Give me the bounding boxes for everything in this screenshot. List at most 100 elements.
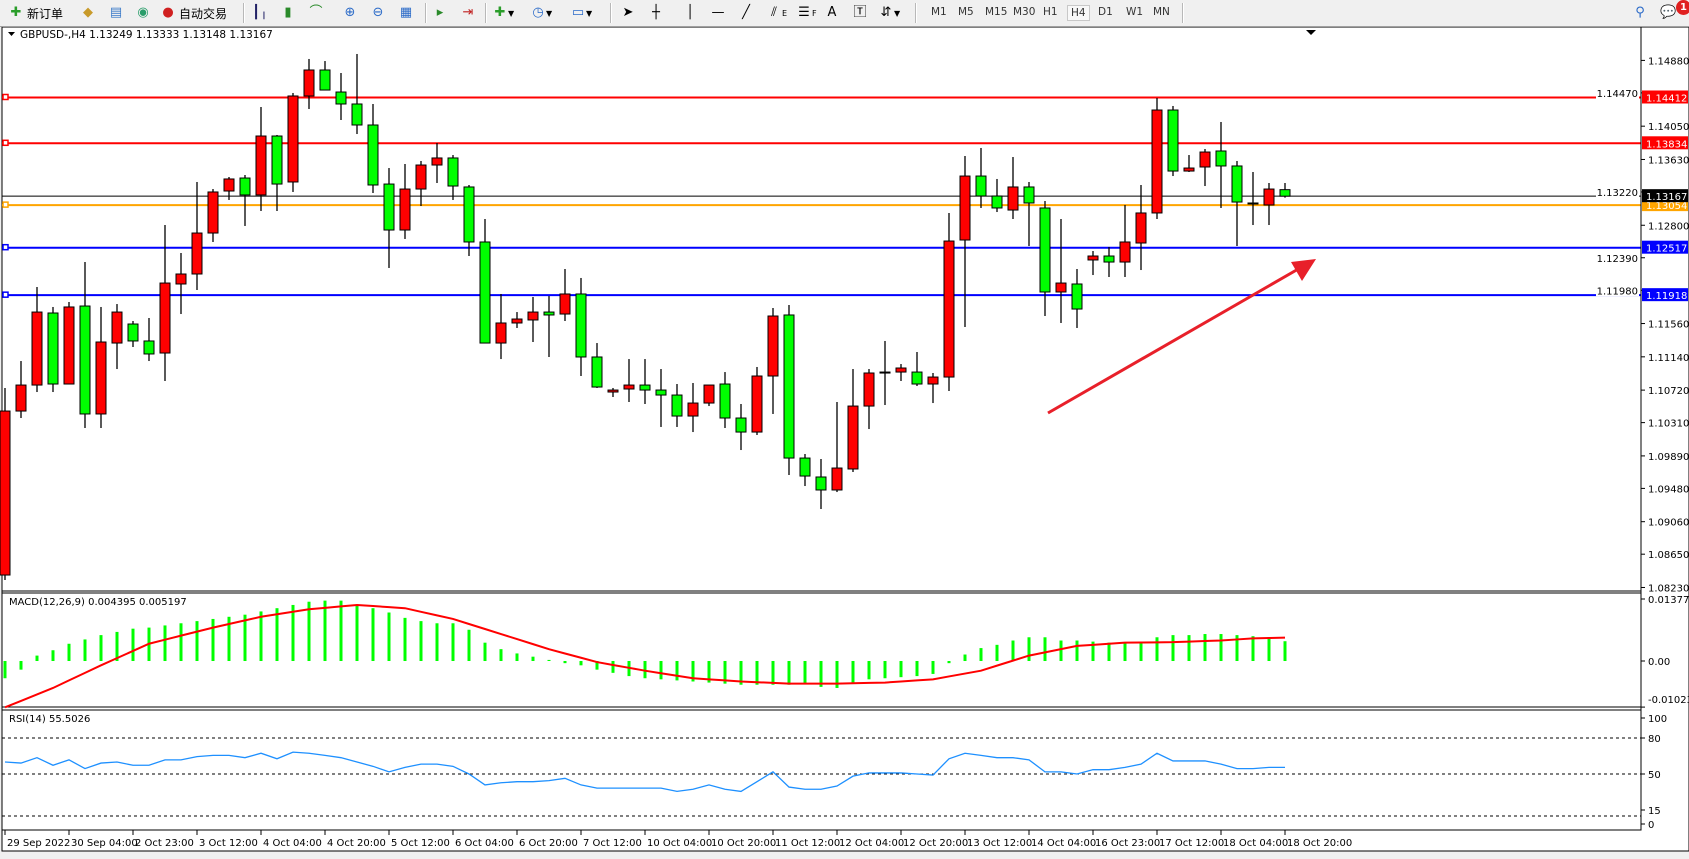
- rsi-pane[interactable]: [1, 709, 1642, 831]
- price-tick-label: 1.10720: [1648, 386, 1689, 397]
- timeframe-m1[interactable]: M1: [931, 6, 947, 18]
- chart-header-dropdown-icon[interactable]: [8, 32, 15, 36]
- macd-histogram-bar: [883, 661, 887, 679]
- candle-body: [1039, 207, 1051, 293]
- candle-body: [1119, 241, 1131, 263]
- candle: [959, 155, 971, 328]
- timeframe-m5[interactable]: M5: [958, 6, 974, 18]
- candle-body: [415, 164, 427, 190]
- level-line-handle[interactable]: [2, 93, 9, 101]
- level-line-handle[interactable]: [2, 291, 9, 298]
- market-watch-button[interactable]: ◆: [80, 3, 96, 23]
- search-button[interactable]: ⚲: [1632, 3, 1648, 23]
- macd-pane[interactable]: [1, 592, 1642, 709]
- macd-histogram-bar: [131, 628, 135, 661]
- trendline-tool[interactable]: ╱: [738, 3, 754, 23]
- periods-button[interactable]: ◷ ▼: [530, 3, 552, 23]
- candle-body: [975, 175, 987, 197]
- time-label: 2 Oct 23:00: [135, 838, 194, 849]
- time-label: 13 Oct 12:00: [967, 838, 1032, 849]
- chart-shift-button[interactable]: ⇥: [460, 3, 476, 23]
- fibonacci-tool[interactable]: ☰ F: [796, 3, 816, 23]
- arrows-tool[interactable]: ⇵ ▼: [878, 3, 901, 23]
- candle-body: [735, 417, 747, 433]
- timeframe-d1[interactable]: D1: [1098, 6, 1113, 18]
- candle: [1199, 149, 1211, 187]
- new-order-label: 新订单: [27, 6, 64, 21]
- macd-histogram-bar: [115, 631, 119, 661]
- text-tool[interactable]: A: [824, 3, 840, 23]
- candle: [351, 53, 363, 135]
- line-chart-button[interactable]: ⌒: [308, 3, 324, 23]
- macd-histogram-bar: [227, 616, 231, 661]
- bar-chart-button[interactable]: ┃╷: [252, 3, 268, 23]
- timeframe-m30[interactable]: M30: [1013, 6, 1036, 18]
- macd-histogram-bar: [947, 661, 951, 664]
- macd-histogram-bar: [995, 644, 999, 661]
- candle-body: [1263, 188, 1275, 206]
- time-label: 12 Oct 20:00: [903, 838, 968, 849]
- arrows-icon: ⇵: [880, 5, 892, 20]
- dropdown-arrow-icon: ▼: [586, 8, 593, 18]
- price-tick-label: 1.09890: [1648, 452, 1689, 463]
- candle: [255, 107, 267, 211]
- candle: [1087, 251, 1099, 276]
- zoom-out-icon: ⊖: [372, 5, 384, 20]
- timeframe-w1[interactable]: W1: [1126, 6, 1144, 18]
- candlestick-chart-button[interactable]: ▮: [280, 3, 296, 23]
- vertical-line-tool[interactable]: │: [682, 3, 698, 23]
- cursor-tool[interactable]: ➤: [620, 3, 636, 23]
- indicators-button[interactable]: ✚ ▼: [492, 3, 515, 23]
- candle-body: [831, 467, 843, 491]
- timeframe-h4[interactable]: H4: [1067, 5, 1090, 21]
- macd-label: MACD(12,26,9) 0.004395 0.005197: [9, 597, 187, 608]
- macd-histogram-bar: [931, 661, 935, 674]
- candle-body: [1199, 151, 1211, 168]
- tile-windows-icon: ▦: [399, 5, 413, 20]
- macd-histogram-bar: [1059, 640, 1063, 661]
- level-line-handle[interactable]: [2, 201, 9, 208]
- timeframe-m15[interactable]: M15: [985, 6, 1008, 18]
- time-label: 18 Oct 04:00: [1223, 838, 1288, 849]
- chart-autoscroll-button[interactable]: ▸: [432, 3, 448, 23]
- candle: [879, 340, 891, 406]
- timeframe-mn[interactable]: MN: [1153, 6, 1170, 18]
- candle-body: [479, 241, 491, 344]
- macd-histogram-bar: [739, 661, 743, 685]
- tile-windows-button[interactable]: ▦: [398, 3, 414, 23]
- equidistant-channel-tool[interactable]: ⫽ E: [766, 3, 787, 23]
- crosshair-tool[interactable]: ┼: [648, 3, 664, 23]
- main-price-pane[interactable]: [0, 26, 1642, 592]
- new-order-button[interactable]: ✚ 新订单: [8, 3, 63, 23]
- timeframe-h1[interactable]: H1: [1043, 6, 1058, 18]
- time-label: 10 Oct 04:00: [647, 838, 712, 849]
- macd-histogram-bar: [1043, 637, 1047, 661]
- navigator-button[interactable]: ◉: [135, 3, 151, 23]
- data-window-button[interactable]: ▤: [108, 3, 124, 23]
- messages-button[interactable]: 💬: [1660, 3, 1676, 23]
- candle: [47, 306, 59, 393]
- text-label-tool[interactable]: 🅃: [852, 3, 868, 23]
- candle: [1039, 201, 1051, 317]
- chart-shift-marker[interactable]: [1306, 30, 1316, 35]
- candle-body: [31, 311, 43, 386]
- zoom-in-button[interactable]: ⊕: [342, 3, 358, 23]
- zoom-out-button[interactable]: ⊖: [370, 3, 386, 23]
- level-line-handle[interactable]: [2, 139, 9, 147]
- candle: [111, 304, 123, 370]
- candle-body: [687, 402, 699, 417]
- horizontal-line-tool[interactable]: —: [710, 3, 726, 23]
- level-line-handle[interactable]: [2, 243, 9, 251]
- templates-button[interactable]: ▭ ▼: [570, 3, 592, 23]
- trend-arrow-line[interactable]: [1047, 266, 1301, 415]
- level-price-label: 1.13054: [1646, 201, 1687, 212]
- candle-body: [783, 314, 795, 459]
- candle: [271, 134, 283, 211]
- candle: [0, 387, 11, 581]
- macd-histogram-bar: [675, 661, 679, 681]
- macd-histogram-bar: [1187, 635, 1191, 661]
- autotrading-button[interactable]: ● 自动交易: [160, 3, 227, 23]
- candle: [895, 364, 907, 382]
- rsi-tick-label: 80: [1648, 734, 1661, 745]
